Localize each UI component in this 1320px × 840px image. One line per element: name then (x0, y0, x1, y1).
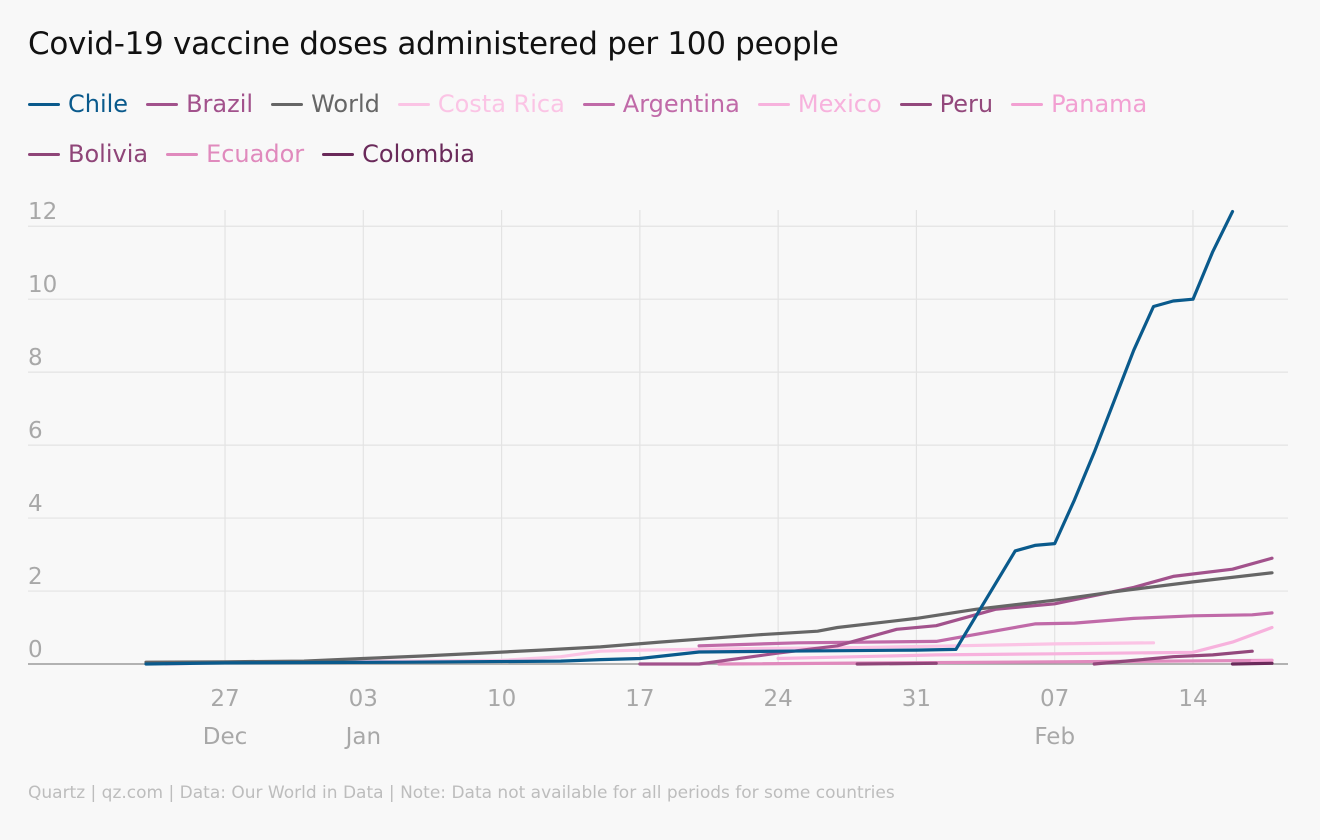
series-line-brazil (638, 556, 1274, 666)
y-tick-label: 2 (28, 564, 43, 590)
x-tick-label: 27 (210, 686, 239, 712)
y-tick-label: 8 (28, 345, 43, 371)
series-line-bolivia (855, 661, 938, 666)
legend-label: World (311, 90, 380, 118)
legend-item-brazil: Brazil (146, 84, 253, 124)
legend-label: Brazil (186, 90, 254, 118)
legend-item-mexico: Mexico (757, 84, 882, 124)
y-tick-label: 4 (28, 491, 43, 517)
legend-swatch (1011, 102, 1044, 106)
x-tick-label: 17 (625, 686, 654, 712)
x-tick-label: 31 (902, 686, 931, 712)
legend-item-ecuador: Ecuador (166, 134, 304, 174)
grid-layer (28, 210, 1288, 664)
y-tick-label: 12 (28, 199, 57, 225)
series-line-mexico (776, 625, 1274, 661)
legend-swatch (397, 102, 430, 106)
legend-swatch (757, 102, 790, 106)
series-line-ecuador (717, 658, 1274, 666)
legend-label: Bolivia (68, 140, 149, 168)
series-layer (144, 210, 1274, 666)
x-tick-label: 24 (763, 686, 792, 712)
series-line-peru (1092, 649, 1254, 666)
y-tick-label: 10 (28, 272, 57, 298)
legend-item-panama: Panama (1011, 84, 1147, 124)
legend-item-argentina: Argentina (582, 84, 740, 124)
x-tick-label: 14 (1178, 686, 1207, 712)
legend-swatch (899, 102, 932, 106)
legend-label: Ecuador (206, 140, 305, 168)
legend-label: Chile (68, 90, 129, 118)
legend-swatch (166, 152, 199, 156)
legend-item-costa-rica: Costa Rica (397, 84, 565, 124)
legend-item-colombia: Colombia (322, 134, 475, 174)
series-line-colombia (1230, 661, 1274, 666)
series-line-world (144, 571, 1274, 664)
legend-label: Colombia (362, 140, 475, 168)
y-tick-label: 0 (28, 637, 43, 663)
legend-swatch (28, 102, 60, 106)
series-line-panama (1250, 658, 1274, 663)
legend-label: Mexico (797, 90, 882, 118)
y-tick-label: 6 (28, 418, 43, 444)
x-tick-label: 10 (487, 686, 516, 712)
legend-item-bolivia: Bolivia (28, 134, 148, 174)
legend-swatch (271, 102, 304, 106)
legend-swatch (28, 152, 60, 156)
legend-item-peru: Peru (899, 84, 994, 124)
x-tick-month-label: Jan (344, 724, 381, 750)
x-tick-label: 07 (1040, 686, 1069, 712)
legend-label: Peru (939, 90, 994, 118)
chart-legend: Chile Brazil World Costa Rica Argentina Mexic… (28, 84, 1278, 174)
series-line-chile (144, 210, 1235, 666)
legend-swatch (322, 152, 355, 156)
legend-label: Argentina (622, 90, 740, 118)
legend-swatch (146, 102, 179, 106)
source-note: Quartz | qz.com | Data: Our World in Dat… (28, 783, 895, 803)
series-line-argentina (697, 611, 1274, 648)
x-tick-month-label: Dec (203, 724, 248, 750)
legend-label: Costa Rica (437, 90, 565, 118)
legend-item-world: World (271, 84, 380, 124)
legend-label: Panama (1051, 90, 1148, 118)
x-tick-label: 03 (349, 686, 378, 712)
chart-title: Covid-19 vaccine doses administered per … (28, 26, 839, 62)
x-tick-month-label: Feb (1034, 724, 1075, 750)
legend-item-chile: Chile (28, 84, 128, 124)
legend-swatch (582, 102, 615, 106)
